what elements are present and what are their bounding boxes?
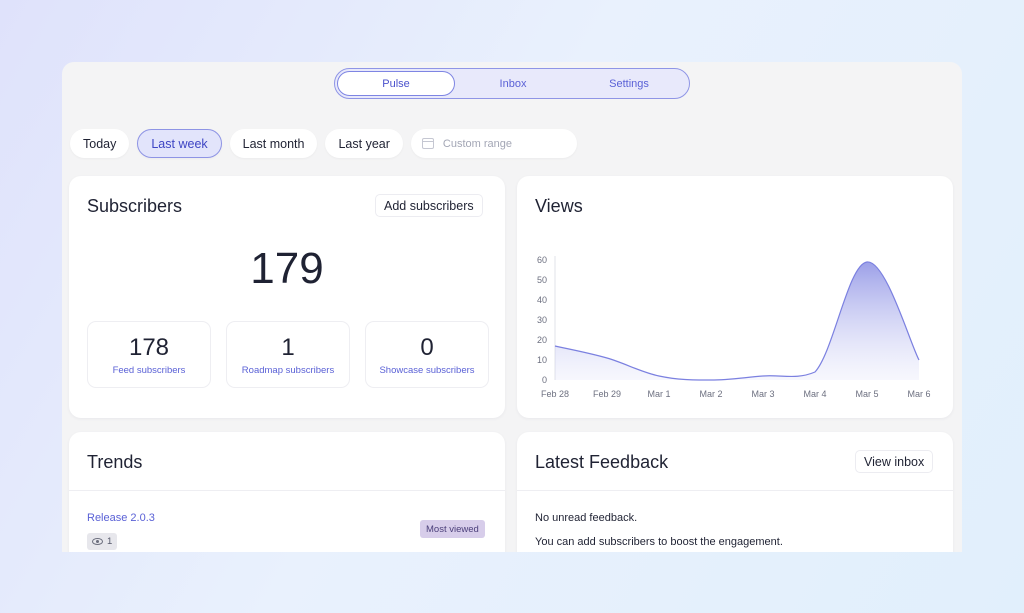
tab-inbox[interactable]: Inbox xyxy=(499,77,527,90)
y-tick-label: 20 xyxy=(537,335,547,345)
stat-value: 0 xyxy=(420,334,434,361)
stat-roadmap-subscribers: 1 Roadmap subscribers xyxy=(227,322,349,387)
stat-showcase-subscribers: 0 Showcase subscribers xyxy=(366,322,488,387)
views-area xyxy=(555,261,919,380)
x-tick-label: Feb 28 xyxy=(541,389,569,399)
y-tick-label: 10 xyxy=(537,355,547,365)
date-filters: Today Last week Last month Last year Cus… xyxy=(70,129,577,158)
views-chart: Feb 28 Feb 29 Mar 1 Mar 2 Mar 3 Mar 4 Mar 5 Mar… xyxy=(537,255,931,399)
trends-title: Trends xyxy=(87,452,143,472)
filter-last-week[interactable]: Last week xyxy=(137,129,222,158)
add-subscribers-button[interactable]: Add subscribers xyxy=(376,195,482,216)
subscribers-card: Subscribers Add subscribers 179 178 Feed… xyxy=(69,176,505,418)
subscribers-title: Subscribers xyxy=(87,196,183,216)
views-card: Views Feb 28 Feb 29 Mar 1 Mar 2 Mar 3 Mar 4 Ma… xyxy=(517,176,953,418)
release-link[interactable]: Release 2.0.3 xyxy=(87,512,155,524)
y-tick-label: 50 xyxy=(537,275,547,285)
main-nav: Pulse Inbox Settings xyxy=(334,68,690,99)
engagement-hint-text: You can add subscribers to boost the eng… xyxy=(535,536,783,548)
views-line xyxy=(554,261,920,381)
x-tick-label: Mar 2 xyxy=(699,389,722,399)
views-title: Views xyxy=(535,196,583,216)
no-feedback-text: No unread feedback. xyxy=(535,512,638,524)
x-tick-label: Mar 4 xyxy=(803,389,826,399)
custom-range-placeholder: Custom range xyxy=(442,137,512,150)
stat-label[interactable]: Showcase subscribers xyxy=(379,365,475,376)
most-viewed-badge: Most viewed xyxy=(420,520,485,538)
feedback-title: Latest Feedback xyxy=(535,452,669,472)
y-tick-label: 30 xyxy=(537,315,547,325)
view-count-badge: 1 xyxy=(87,533,118,550)
filter-last-month[interactable]: Last month xyxy=(229,129,318,158)
custom-range-input[interactable]: Custom range xyxy=(410,129,577,158)
feedback-card: Latest Feedback View inbox No unread fee… xyxy=(517,432,953,552)
stat-value: 178 xyxy=(128,334,170,361)
view-inbox-button[interactable]: View inbox xyxy=(856,451,933,472)
stat-label[interactable]: Feed subscribers xyxy=(112,365,186,376)
stat-value: 1 xyxy=(281,334,295,361)
divider xyxy=(517,490,953,491)
eye-icon xyxy=(92,538,103,545)
y-tick-label: 60 xyxy=(537,255,547,265)
stat-label[interactable]: Roadmap subscribers xyxy=(241,365,335,376)
x-tick-label: Mar 6 xyxy=(907,389,930,399)
x-tick-label: Mar 5 xyxy=(855,389,878,399)
x-tick-label: Feb 29 xyxy=(593,389,621,399)
y-tick-label: 40 xyxy=(537,295,547,305)
filter-last-year[interactable]: Last year xyxy=(325,129,403,158)
stat-feed-subscribers: 178 Feed subscribers xyxy=(88,322,210,387)
tab-settings[interactable]: Settings xyxy=(609,77,649,90)
tab-pulse[interactable]: Pulse xyxy=(337,71,455,96)
subscribers-total: 179 xyxy=(250,244,324,293)
view-count: 1 xyxy=(107,536,113,547)
divider xyxy=(69,490,505,491)
filter-today[interactable]: Today xyxy=(70,129,130,158)
x-tick-label: Mar 1 xyxy=(647,389,670,399)
trends-card: Trends Release 2.0.3 Most viewed 1 xyxy=(69,432,505,552)
x-tick-label: Mar 3 xyxy=(751,389,774,399)
calendar-icon xyxy=(421,138,434,149)
dashboard-window: Pulse Inbox Settings Today Last week Las… xyxy=(62,62,962,552)
y-tick-label: 0 xyxy=(542,375,547,385)
